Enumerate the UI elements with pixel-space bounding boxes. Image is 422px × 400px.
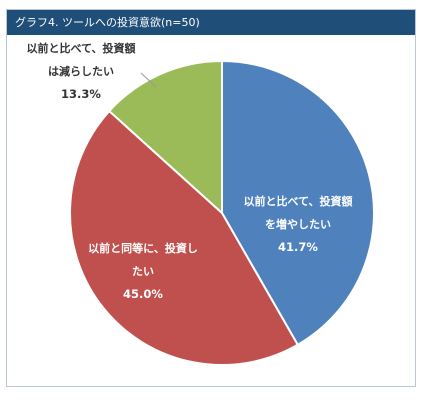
data-label-category-0: 以前と比べて、投資額 [243, 194, 352, 208]
leader-line-2 [140, 72, 157, 88]
data-label-value-2: 13.3% [61, 87, 101, 101]
chart-title: グラフ4. ツールへの投資意欲(n=50) [7, 10, 415, 35]
data-label-category-2: 以前と比べて、投資額 [26, 41, 135, 55]
data-label-category-1: たい [132, 265, 154, 278]
data-label-value-1: 45.0% [123, 287, 163, 301]
pie-slice-2 [107, 59, 223, 216]
data-label-value-0: 41.7% [278, 240, 318, 254]
pie-slice-0 [221, 59, 375, 347]
data-label-category-0: を増やしたい [265, 217, 331, 231]
data-label-category-1: 以前と同等に、投資し [88, 241, 198, 255]
pie-slice-1 [69, 109, 300, 366]
data-label-category-2: は減らしたい [48, 64, 114, 78]
